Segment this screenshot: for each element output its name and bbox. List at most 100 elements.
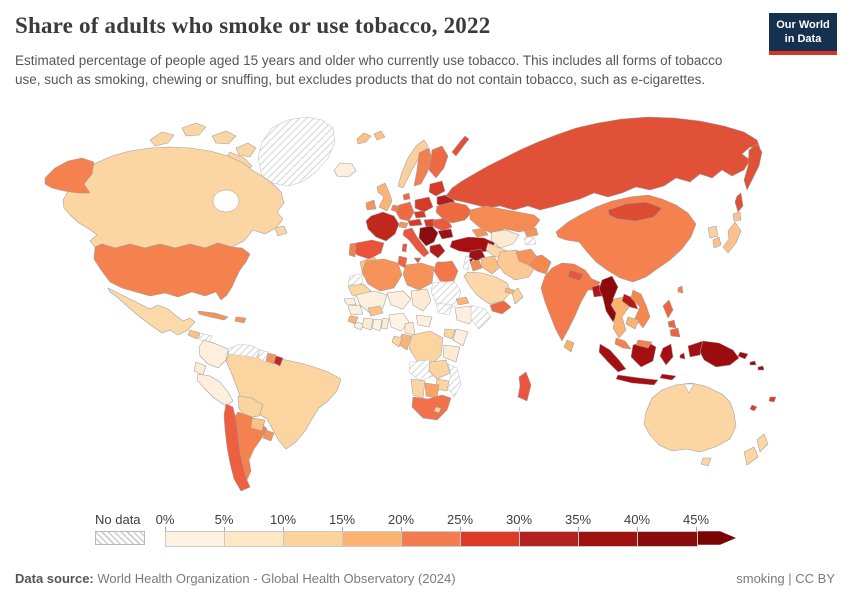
country-venezuela[interactable] bbox=[227, 343, 261, 359]
country-uk[interactable] bbox=[376, 182, 393, 212]
country-malaysia-borneo[interactable] bbox=[635, 339, 653, 349]
country-indonesia-sumatra[interactable] bbox=[598, 343, 627, 373]
country-russia-kamchatka[interactable] bbox=[743, 143, 763, 191]
country-ecuador[interactable] bbox=[193, 361, 207, 376]
country-svalbard-2[interactable] bbox=[373, 130, 386, 141]
country-hispaniola[interactable] bbox=[234, 316, 247, 324]
country-drc[interactable] bbox=[408, 330, 444, 366]
country-madagascar[interactable] bbox=[517, 371, 532, 402]
country-zambia[interactable] bbox=[428, 359, 451, 380]
country-saudi-arabia[interactable] bbox=[463, 271, 512, 305]
country-suriname[interactable] bbox=[265, 352, 277, 365]
country-oman[interactable] bbox=[511, 287, 524, 305]
country-guatemala[interactable] bbox=[187, 329, 201, 340]
owid-logo[interactable]: Our World in Data bbox=[769, 13, 837, 55]
country-colombia[interactable] bbox=[198, 339, 229, 369]
country-uae[interactable] bbox=[504, 287, 515, 295]
country-gabon[interactable] bbox=[391, 335, 403, 348]
country-angola[interactable] bbox=[408, 359, 434, 382]
country-indonesia-sulawesi[interactable] bbox=[659, 343, 674, 366]
country-australia-tasmania[interactable] bbox=[700, 457, 712, 467]
country-poland[interactable] bbox=[414, 196, 434, 213]
country-guinea[interactable] bbox=[347, 304, 364, 316]
country-niger[interactable] bbox=[386, 290, 412, 310]
country-yemen[interactable] bbox=[489, 300, 512, 315]
legend-color-segment[interactable] bbox=[461, 532, 520, 546]
country-svalbard-1[interactable] bbox=[356, 132, 372, 145]
country-sweden[interactable] bbox=[413, 147, 433, 187]
country-vietnam[interactable] bbox=[630, 289, 651, 329]
country-caucasus[interactable] bbox=[471, 227, 489, 238]
country-indonesia-lesser-sunda[interactable] bbox=[659, 373, 677, 381]
country-namibia[interactable] bbox=[410, 378, 426, 399]
country-chad[interactable] bbox=[410, 288, 432, 312]
country-fiji[interactable] bbox=[768, 396, 777, 403]
country-lesotho[interactable] bbox=[433, 406, 442, 414]
country-mongolia[interactable] bbox=[607, 201, 663, 222]
legend-no-data-swatch[interactable] bbox=[95, 531, 145, 545]
country-czechia-slovakia[interactable] bbox=[413, 210, 427, 219]
country-kenya[interactable] bbox=[452, 328, 469, 347]
country-uganda[interactable] bbox=[443, 328, 456, 340]
footer-license[interactable]: smoking | CC BY bbox=[736, 571, 835, 586]
country-baltics[interactable] bbox=[428, 180, 446, 197]
country-canada-arctic-1[interactable] bbox=[149, 131, 175, 147]
country-india[interactable] bbox=[540, 262, 601, 342]
country-senegal[interactable] bbox=[343, 297, 357, 306]
country-bolivia[interactable] bbox=[237, 395, 264, 419]
country-canada-newfoundland[interactable] bbox=[274, 225, 288, 237]
country-solomon-2[interactable] bbox=[757, 365, 765, 371]
country-botswana[interactable] bbox=[424, 382, 440, 399]
country-south-sudan[interactable] bbox=[435, 302, 453, 316]
country-canada-arctic-3[interactable] bbox=[211, 130, 237, 145]
legend-color-segment[interactable] bbox=[402, 532, 461, 546]
legend-color-segment[interactable] bbox=[520, 532, 579, 546]
country-burkina-faso[interactable] bbox=[367, 305, 384, 317]
country-guyana[interactable] bbox=[257, 349, 269, 363]
country-levant[interactable] bbox=[462, 255, 471, 271]
country-russia[interactable] bbox=[445, 116, 761, 211]
country-australia[interactable] bbox=[643, 382, 737, 453]
legend-color-segment[interactable] bbox=[579, 532, 638, 546]
country-italy-sicily[interactable] bbox=[413, 257, 422, 264]
country-cuba[interactable] bbox=[197, 310, 229, 321]
country-libya[interactable] bbox=[402, 262, 435, 291]
country-ghana[interactable] bbox=[371, 318, 383, 332]
legend-color-segment[interactable] bbox=[638, 532, 697, 546]
country-italy-sardinia[interactable] bbox=[401, 243, 408, 253]
country-chile[interactable] bbox=[223, 403, 251, 492]
country-china[interactable] bbox=[555, 194, 697, 283]
legend-color-segment[interactable] bbox=[343, 532, 402, 546]
country-philippines-visayas[interactable] bbox=[667, 319, 677, 329]
country-central-african-republic[interactable] bbox=[415, 314, 433, 328]
country-usa[interactable] bbox=[93, 242, 251, 301]
country-austria[interactable] bbox=[407, 218, 423, 227]
country-eritrea[interactable] bbox=[455, 296, 470, 306]
country-peru[interactable] bbox=[196, 373, 234, 407]
country-canada-arctic-4[interactable] bbox=[235, 142, 257, 158]
country-philippines-mindanao[interactable] bbox=[669, 327, 681, 338]
country-russia-sakhalin[interactable] bbox=[734, 192, 744, 213]
country-usa-alaska[interactable] bbox=[44, 157, 95, 194]
country-cameroon[interactable] bbox=[404, 321, 416, 336]
country-somalia[interactable] bbox=[470, 304, 492, 330]
country-sri-lanka[interactable] bbox=[563, 339, 575, 353]
country-cambodia[interactable] bbox=[625, 316, 640, 330]
country-indonesia-maluku[interactable] bbox=[679, 352, 686, 360]
country-new-zealand-north[interactable] bbox=[756, 433, 769, 453]
country-greece[interactable] bbox=[429, 243, 446, 259]
country-egypt[interactable] bbox=[433, 260, 459, 284]
country-finland[interactable] bbox=[428, 145, 449, 179]
country-taiwan[interactable] bbox=[677, 285, 684, 294]
country-italy[interactable] bbox=[402, 227, 430, 258]
country-japan[interactable] bbox=[722, 221, 742, 254]
country-uruguay[interactable] bbox=[262, 429, 275, 442]
country-south-africa[interactable] bbox=[411, 394, 452, 421]
country-france[interactable] bbox=[365, 211, 400, 242]
country-japan-hokkaido[interactable] bbox=[732, 211, 742, 222]
country-benelux[interactable] bbox=[390, 204, 400, 213]
country-iceland[interactable] bbox=[333, 162, 357, 178]
country-indonesia-java[interactable] bbox=[615, 374, 659, 386]
country-portugal[interactable] bbox=[348, 242, 357, 258]
country-greenland[interactable] bbox=[257, 116, 336, 187]
